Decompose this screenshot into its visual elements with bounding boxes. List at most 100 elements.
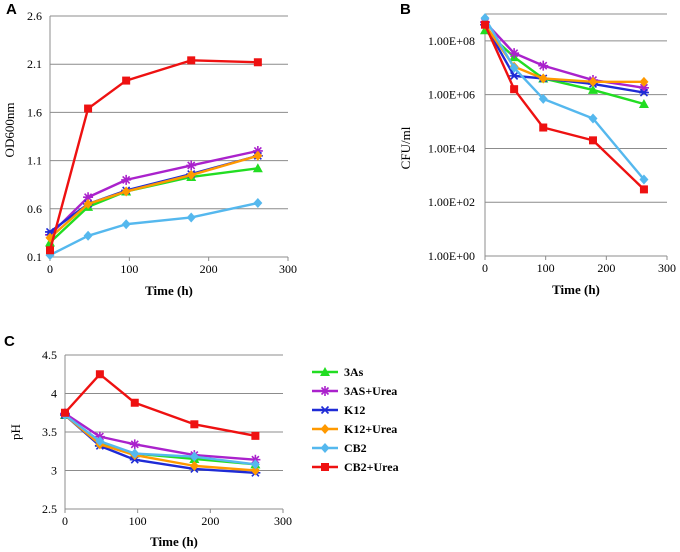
data-point-cb2-plus-urea <box>253 58 262 67</box>
data-point-cb2-plus-urea <box>95 370 104 379</box>
data-point-cb2 <box>186 212 196 223</box>
y-tick-label: 4.5 <box>42 348 57 362</box>
data-point-cb2-plus-urea <box>539 123 548 132</box>
y-tick-label: 1.00E+06 <box>428 88 475 102</box>
panel-letter: B <box>400 1 411 18</box>
data-point-k12 <box>509 71 520 80</box>
x-tick-label: 100 <box>537 261 555 275</box>
panel-letter: A <box>6 1 17 18</box>
data-point-cb2 <box>189 451 199 462</box>
x-tick-label: 300 <box>274 514 292 528</box>
y-tick-label: 3.5 <box>42 425 57 439</box>
legend-label: CB2 <box>344 441 367 455</box>
series-line-cb2 <box>483 17 645 181</box>
data-point-cb2 <box>250 459 260 470</box>
x-axis-title: Time (h) <box>552 282 600 297</box>
data-point-3as-plus-urea <box>538 60 549 71</box>
data-point-3as-plus-urea <box>121 174 132 185</box>
data-point-3as <box>252 163 263 173</box>
x-tick-label: 300 <box>279 262 297 276</box>
data-point-cb2 <box>253 198 263 209</box>
series-line-cb2-plus-urea <box>64 373 256 438</box>
legend-item-k12: K12 <box>312 403 365 417</box>
data-point-cb2-plus-urea <box>639 185 648 194</box>
legend-item-cb2: CB2 <box>312 441 367 455</box>
y-axis-title: pH <box>8 424 23 440</box>
x-tick-label: 0 <box>47 262 53 276</box>
legend-label: 3AS+Urea <box>344 384 397 398</box>
y-tick-label: 1.00E+02 <box>428 195 475 209</box>
x-tick-label: 200 <box>201 514 219 528</box>
data-point-k12-plus-urea <box>83 198 93 209</box>
x-tick-label: 200 <box>200 262 218 276</box>
y-axis-title: OD600nm <box>2 103 17 158</box>
data-point-cb2-plus-urea <box>190 420 199 429</box>
data-point-3as-plus-urea <box>186 160 197 171</box>
data-point-k12-plus-urea <box>250 465 260 476</box>
legend-item-3as-plus-urea: 3AS+Urea <box>312 384 397 398</box>
data-point-k12 <box>638 88 649 97</box>
x-axis-title: Time (h) <box>145 283 193 298</box>
y-tick-label: 1.00E+00 <box>428 249 475 263</box>
panel-a: A 0.1 0.6 1.1 1.6 2.1 2.6 0 100 200 300 Time (h) OD6… <box>2 1 297 298</box>
y-tick-label: 2.5 <box>42 502 57 516</box>
y-tick-label: 1.1 <box>27 154 42 168</box>
data-point-k12-plus-urea <box>121 186 131 197</box>
data-point-cb2 <box>121 219 131 230</box>
x-tick-label: 200 <box>597 261 615 275</box>
data-point-cb2-plus-urea <box>84 104 93 113</box>
legend-item-k12-plus-urea: K12+Urea <box>312 422 397 436</box>
series-line-k12-plus-urea <box>49 154 259 239</box>
x-axis-title: Time (h) <box>150 534 198 549</box>
legend-marker <box>320 443 330 453</box>
legend-marker <box>320 424 330 434</box>
data-point-3as-plus-urea <box>129 439 140 450</box>
data-point-cb2-plus-urea <box>46 246 54 255</box>
panel-c: C 2.5 3 3.5 4 4.5 0 100 200 300 Time (h) pH <box>4 333 292 549</box>
data-point-cb2 <box>480 13 490 24</box>
data-point-k12-plus-urea <box>186 170 196 181</box>
legend-marker <box>320 405 330 415</box>
data-point-cb2-plus-urea <box>130 398 139 407</box>
x-tick-label: 100 <box>129 514 147 528</box>
legend-label: K12 <box>344 403 365 417</box>
y-tick-label: 4 <box>51 387 57 401</box>
data-point-cb2-plus-urea <box>61 408 69 417</box>
data-point-cb2-plus-urea <box>481 20 489 29</box>
legend-label: K12+Urea <box>344 422 397 436</box>
data-point-cb2-plus-urea <box>187 56 196 65</box>
data-point-cb2 <box>639 174 649 185</box>
data-point-cb2-plus-urea <box>588 136 597 145</box>
y-tick-label: 2.6 <box>27 9 42 23</box>
data-point-3as-plus-urea <box>509 48 520 59</box>
data-point-k12-plus-urea <box>189 460 199 471</box>
legend-marker <box>320 386 330 396</box>
panel-b: B 1.00E+00 1.00E+02 1.00E+04 1.00E+06 1.00E+0… <box>398 1 676 297</box>
legend-marker <box>320 367 330 376</box>
legend-item-3as: 3As <box>312 365 364 379</box>
legend-item-cb2-plus-urea: CB2+Urea <box>312 460 399 474</box>
data-point-cb2 <box>588 113 598 124</box>
y-tick-label: 2.1 <box>27 57 42 71</box>
data-point-k12-plus-urea <box>538 73 548 84</box>
legend-label: 3As <box>344 365 364 379</box>
data-point-cb2 <box>83 230 93 241</box>
y-tick-label: 0.1 <box>27 250 42 264</box>
data-point-cb2-plus-urea <box>510 85 519 94</box>
y-axis-title: CFU/ml <box>398 126 413 169</box>
x-tick-label: 100 <box>120 262 138 276</box>
x-tick-label: 0 <box>62 514 68 528</box>
x-tick-label: 0 <box>482 261 488 275</box>
y-tick-label: 1.00E+08 <box>428 34 475 48</box>
y-tick-label: 3 <box>51 464 57 478</box>
data-point-cb2-plus-urea <box>122 76 131 85</box>
legend-marker <box>321 463 329 471</box>
y-tick-label: 1.00E+04 <box>428 141 475 155</box>
data-point-cb2 <box>509 62 519 73</box>
panel-letter: C <box>4 333 15 350</box>
legend-label: CB2+Urea <box>344 460 399 474</box>
data-point-3as-plus-urea <box>83 192 94 203</box>
y-tick-label: 1.6 <box>27 105 42 119</box>
x-tick-label: 300 <box>658 261 676 275</box>
